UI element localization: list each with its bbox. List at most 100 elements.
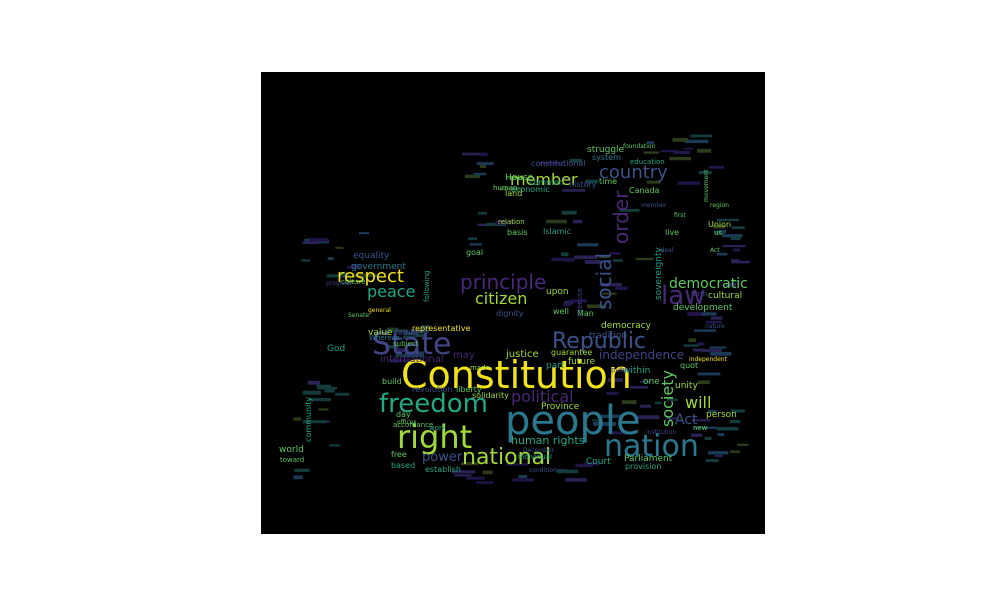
filler-mark — [324, 389, 335, 393]
word-cloud-panel: Constitution people State right freedom natio… — [261, 72, 765, 534]
filler-mark — [691, 419, 711, 422]
word-political: political — [511, 387, 574, 406]
filler-mark — [646, 141, 655, 144]
filler-mark — [293, 417, 302, 421]
filler-mark — [717, 433, 725, 437]
word-government: government — [351, 262, 406, 272]
filler-mark — [610, 431, 630, 435]
filler-mark — [609, 252, 621, 255]
filler-mark — [716, 427, 739, 431]
word-quot: quot — [680, 361, 698, 370]
word-foundation: foundation — [623, 143, 656, 150]
word-cloud-background — [261, 72, 765, 534]
filler-mark — [710, 316, 723, 320]
filler-mark — [692, 348, 705, 352]
word-live: live — [665, 228, 679, 237]
filler-mark — [697, 342, 705, 346]
filler-mark — [730, 409, 745, 413]
filler-mark — [539, 161, 564, 165]
word-human-rights: human rights — [511, 434, 585, 447]
filler-mark — [476, 481, 494, 484]
filler-mark — [598, 414, 622, 418]
filler-mark — [346, 266, 360, 269]
filler-mark — [466, 476, 485, 480]
word-family: family — [395, 328, 420, 337]
filler-mark — [509, 220, 516, 225]
filler-mark — [556, 469, 579, 474]
filler-mark — [688, 338, 696, 343]
word-us: us — [714, 229, 722, 237]
word-union: Union — [708, 220, 731, 229]
filler-mark — [705, 320, 722, 324]
filler-mark — [726, 282, 737, 287]
word-tradition: tradition — [589, 331, 627, 341]
filler-mark — [389, 359, 409, 363]
word-act: Act — [675, 412, 698, 428]
word-independence: independence — [599, 348, 684, 362]
filler-mark — [599, 256, 610, 259]
word-common: common — [529, 178, 564, 187]
word-liberty: liberty — [456, 385, 482, 394]
filler-mark — [335, 392, 349, 396]
word-act-small: Act — [710, 247, 720, 254]
word-land: land — [505, 189, 522, 198]
filler-mark — [402, 335, 416, 340]
filler-mark — [572, 219, 583, 224]
filler-mark — [563, 302, 572, 307]
filler-mark — [683, 344, 699, 347]
filler-mark — [465, 174, 480, 178]
filler-mark — [476, 162, 494, 165]
filler-mark — [697, 372, 721, 376]
word-man: Man — [577, 309, 594, 318]
word-following: following — [423, 271, 431, 302]
filler-mark — [562, 189, 586, 192]
word-progress: progress — [326, 280, 352, 287]
filler-mark — [687, 312, 710, 316]
filler-mark — [737, 443, 749, 446]
word-development: development — [673, 303, 733, 313]
filler-mark — [731, 260, 750, 264]
filler-mark — [396, 348, 409, 352]
filler-mark — [697, 380, 710, 384]
word-one: one — [643, 377, 660, 387]
filler-mark — [575, 463, 593, 468]
filler-mark — [480, 152, 488, 156]
word-may: may — [453, 350, 475, 361]
filler-mark — [637, 415, 660, 420]
word-part: part — [546, 361, 565, 371]
filler-mark — [316, 384, 332, 388]
word-relation: relation — [498, 218, 525, 226]
word-dignity: dignity — [496, 309, 524, 318]
word-parliament: Parliament — [624, 454, 673, 464]
filler-mark — [462, 152, 480, 156]
word-based: based — [391, 461, 415, 470]
filler-mark — [477, 223, 491, 227]
word-revolution: revolution — [412, 385, 452, 394]
filler-mark — [710, 351, 732, 356]
filler-mark — [615, 286, 628, 290]
filler-mark — [599, 282, 622, 287]
filler-mark — [495, 220, 509, 225]
word-world: world — [279, 445, 304, 455]
word-unity: unity — [675, 381, 698, 391]
word-movement: movement — [703, 169, 710, 202]
filler-mark — [673, 150, 690, 154]
filler-mark — [640, 380, 651, 383]
word-citizen: citizen — [475, 289, 527, 308]
word-human: human — [493, 184, 517, 192]
filler-mark — [569, 158, 583, 163]
word-peace: peace — [367, 282, 415, 301]
filler-mark — [707, 409, 717, 413]
filler-mark — [573, 255, 598, 260]
word-democratic: democratic — [669, 276, 748, 292]
word-right: right — [397, 418, 472, 456]
filler-mark — [698, 171, 712, 175]
filler-mark — [722, 245, 746, 248]
filler-mark — [716, 218, 739, 222]
filler-mark — [482, 470, 493, 475]
filler-mark — [705, 459, 719, 463]
word-democracy: democracy — [601, 321, 652, 331]
filler-mark — [506, 463, 528, 466]
